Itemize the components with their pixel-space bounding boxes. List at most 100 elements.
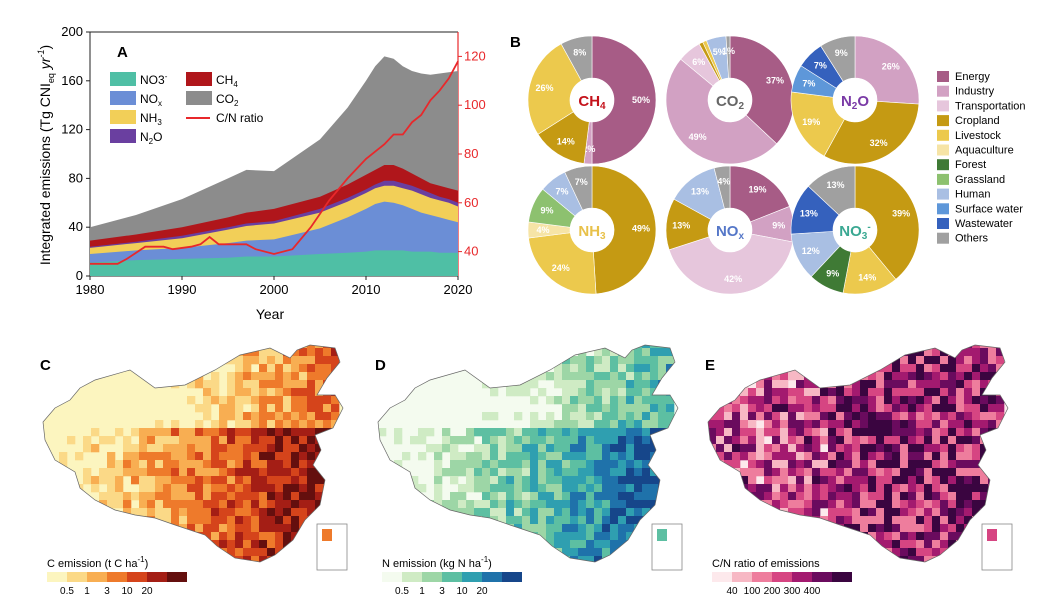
map-cell bbox=[514, 428, 523, 437]
map-cell bbox=[642, 452, 651, 461]
map-cell bbox=[940, 364, 949, 373]
map-cell bbox=[764, 492, 773, 501]
map-cell bbox=[474, 428, 483, 437]
map-cell bbox=[410, 492, 419, 501]
map-cell bbox=[796, 356, 805, 365]
map-cell bbox=[602, 372, 611, 381]
map-cell bbox=[916, 345, 925, 349]
map-cell bbox=[812, 436, 821, 445]
map-cell bbox=[868, 412, 877, 421]
map-cell bbox=[932, 348, 941, 357]
map-cell bbox=[195, 452, 204, 461]
donut-slice-label: 13% bbox=[826, 180, 844, 190]
map-cell bbox=[307, 412, 316, 421]
map-cell bbox=[716, 452, 725, 461]
map-cell bbox=[980, 396, 989, 405]
map-cell bbox=[844, 524, 853, 533]
map-cell bbox=[570, 492, 579, 501]
map-cell bbox=[900, 492, 909, 501]
a-y-tick-label: 80 bbox=[69, 170, 83, 185]
map-cell bbox=[267, 412, 276, 421]
map-cell bbox=[466, 508, 475, 517]
map-cell bbox=[107, 436, 116, 445]
map-cell bbox=[988, 500, 997, 509]
map-cell bbox=[634, 468, 643, 477]
map-cell bbox=[123, 452, 132, 461]
map-cell bbox=[163, 556, 172, 562]
map-cell bbox=[267, 540, 276, 549]
map-cell bbox=[716, 508, 725, 517]
map-cell bbox=[924, 532, 933, 541]
map-cell bbox=[83, 476, 92, 485]
map-cell bbox=[940, 564, 948, 572]
map-cell bbox=[275, 364, 284, 373]
map-cell bbox=[892, 476, 901, 485]
map-cell bbox=[594, 412, 603, 421]
map-cell bbox=[740, 348, 749, 357]
map-cell bbox=[267, 516, 276, 525]
map-cell bbox=[562, 372, 571, 381]
map-cell bbox=[434, 460, 443, 469]
map-cell bbox=[235, 548, 244, 557]
map-cell bbox=[852, 524, 861, 533]
map-cell bbox=[610, 452, 619, 461]
map-cell bbox=[666, 372, 675, 381]
map-cell bbox=[506, 556, 515, 562]
map-cell bbox=[99, 468, 108, 477]
map-cell bbox=[876, 420, 885, 429]
map-cell bbox=[900, 364, 909, 373]
map-cell bbox=[235, 420, 244, 429]
map-cell bbox=[546, 564, 554, 572]
map-cell bbox=[187, 532, 196, 541]
map-cell bbox=[940, 348, 949, 357]
map-cell bbox=[578, 556, 587, 562]
map-cell bbox=[796, 444, 805, 453]
map-cell bbox=[219, 452, 228, 461]
map-cell bbox=[179, 524, 188, 533]
map-cell bbox=[307, 380, 316, 389]
map-cell bbox=[748, 540, 757, 549]
map-cell bbox=[251, 396, 260, 405]
map-cell bbox=[634, 388, 643, 397]
map-cell bbox=[251, 468, 260, 477]
map-cell bbox=[972, 556, 981, 562]
map-cell bbox=[996, 404, 1005, 413]
map-cell bbox=[764, 372, 773, 381]
map-cell bbox=[908, 556, 917, 562]
map-cell bbox=[972, 345, 981, 349]
map-cell bbox=[852, 428, 861, 437]
map-cell bbox=[307, 404, 316, 413]
map-cell bbox=[868, 500, 877, 509]
map-cell bbox=[243, 468, 252, 477]
map-cell bbox=[578, 548, 587, 557]
map-cell bbox=[964, 468, 973, 477]
map-cell bbox=[956, 556, 965, 562]
map-cell bbox=[522, 444, 531, 453]
map-cell bbox=[642, 476, 651, 485]
map-cell bbox=[323, 500, 332, 509]
map-cell bbox=[852, 452, 861, 461]
map-cell bbox=[91, 508, 100, 517]
map-cell bbox=[844, 508, 853, 517]
map-cell bbox=[251, 508, 260, 517]
map-cell bbox=[235, 428, 244, 437]
map-cell bbox=[788, 460, 797, 469]
map-cell bbox=[291, 500, 300, 509]
map-cell bbox=[418, 452, 427, 461]
map-cell bbox=[716, 484, 725, 493]
donut-slice-label: 13% bbox=[672, 220, 690, 230]
map-cell bbox=[426, 444, 435, 453]
map-cell bbox=[211, 396, 220, 405]
map-cell bbox=[331, 516, 340, 525]
map-cell bbox=[259, 364, 268, 373]
map-cell bbox=[634, 356, 643, 365]
map-cell bbox=[876, 428, 885, 437]
map-cell bbox=[538, 436, 547, 445]
map-cell bbox=[315, 345, 324, 349]
map-cell bbox=[964, 356, 973, 365]
colorbar-title: C/N ratio of emissions bbox=[712, 558, 820, 570]
map-cell bbox=[211, 444, 220, 453]
map-cell bbox=[666, 452, 675, 461]
map-cell bbox=[171, 436, 180, 445]
map-cell bbox=[724, 444, 733, 453]
